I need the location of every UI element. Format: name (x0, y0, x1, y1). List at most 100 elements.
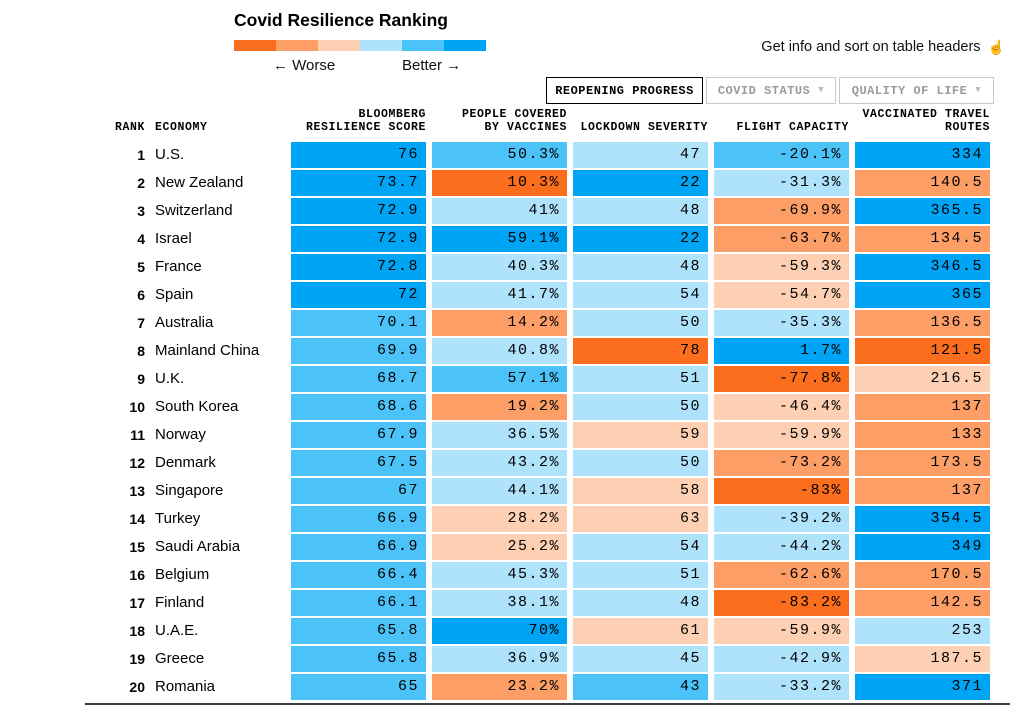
rank-cell: 17 (129, 595, 145, 611)
flight-cell: 1.7% (714, 338, 849, 364)
vaccines-cell: 43.2% (432, 450, 567, 476)
vaccines-cell: 40.3% (432, 254, 567, 280)
vaccines-cell: 25.2% (432, 534, 567, 560)
vaccines-cell: 23.2% (432, 674, 567, 700)
economy-cell: Israel (155, 230, 192, 247)
legend-gradient-bar (234, 40, 486, 51)
economy-cell: Spain (155, 286, 194, 303)
lockdown-cell: 48 (573, 254, 708, 280)
rank-cell: 14 (129, 511, 145, 527)
score-cell: 65.8 (291, 646, 426, 672)
routes-cell: 136.5 (855, 310, 990, 336)
routes-cell: 133 (855, 422, 990, 448)
vaccines-cell: 50.3% (432, 142, 567, 168)
vaccines-cell: 36.5% (432, 422, 567, 448)
lockdown-cell: 59 (573, 422, 708, 448)
economy-cell: Saudi Arabia (155, 538, 241, 555)
header-vaccinated-travel-routes[interactable]: VACCINATED TRAVEL ROUTES (862, 108, 990, 134)
economy-cell: South Korea (155, 398, 239, 415)
header-lockdown-severity[interactable]: LOCKDOWN SEVERITY (580, 121, 708, 134)
rank-cell: 3 (137, 203, 145, 219)
tab-reopening-progress[interactable]: REOPENING PROGRESS (546, 77, 703, 104)
legend-color-segment (444, 40, 486, 51)
routes-cell: 134.5 (855, 226, 990, 252)
header-flight-capacity[interactable]: FLIGHT CAPACITY (736, 121, 849, 134)
table-header-row: RANK ECONOMY BLOOMBERG RESILIENCE SCORE … (100, 108, 990, 134)
score-cell: 66.9 (291, 534, 426, 560)
routes-cell: 142.5 (855, 590, 990, 616)
economy-cell: Australia (155, 314, 214, 331)
rank-cell: 20 (129, 679, 145, 695)
rank-cell: 15 (129, 539, 145, 555)
routes-cell: 137 (855, 478, 990, 504)
page-title: Covid Resilience Ranking (234, 10, 448, 30)
score-cell: 67.9 (291, 422, 426, 448)
lockdown-cell: 22 (573, 170, 708, 196)
flight-cell: -59.3% (714, 254, 849, 280)
score-cell: 72.8 (291, 254, 426, 280)
rank-cell: 5 (137, 259, 145, 275)
economy-cell: U.S. (155, 146, 185, 163)
flight-cell: -62.6% (714, 562, 849, 588)
flight-cell: -44.2% (714, 534, 849, 560)
score-cell: 66.9 (291, 506, 426, 532)
economy-cell: Denmark (155, 454, 216, 471)
table-row: 4 Israel 72.9 59.1% 22 -63.7% 134.5 (100, 226, 990, 252)
economy-cell: France (155, 258, 202, 275)
table-row: 2 New Zealand 73.7 10.3% 22 -31.3% 140.5 (100, 170, 990, 196)
tab-bar: REOPENING PROGRESS COVID STATUS ▼ QUALIT… (546, 77, 994, 104)
vaccines-cell: 14.2% (432, 310, 567, 336)
routes-cell: 173.5 (855, 450, 990, 476)
score-cell: 66.4 (291, 562, 426, 588)
header-people-covered-by-vaccines[interactable]: PEOPLE COVERED BY VACCINES (461, 108, 567, 134)
table-body: 1 U.S. 76 50.3% 47 -20.1% 334 2 New Zealand 73.7 1… (100, 142, 990, 700)
routes-cell: 187.5 (855, 646, 990, 672)
header-resilience-score[interactable]: BLOOMBERG RESILIENCE SCORE (305, 108, 426, 134)
rank-cell: 8 (137, 343, 145, 359)
score-cell: 72.9 (291, 198, 426, 224)
chevron-down-icon: ▼ (975, 85, 982, 95)
table-row: 12 Denmark 67.5 43.2% 50 -73.2% 173.5 (100, 450, 990, 476)
header-economy[interactable]: ECONOMY (155, 121, 208, 134)
lockdown-cell: 50 (573, 450, 708, 476)
vaccines-cell: 38.1% (432, 590, 567, 616)
lockdown-cell: 50 (573, 310, 708, 336)
flight-cell: -31.3% (714, 170, 849, 196)
rank-cell: 6 (137, 287, 145, 303)
sort-hint: Get info and sort on table headers ☝ (761, 39, 1005, 55)
routes-cell: 137 (855, 394, 990, 420)
rank-cell: 19 (129, 651, 145, 667)
rank-cell: 1 (137, 147, 145, 163)
table-row: 8 Mainland China 69.9 40.8% 78 1.7% 121.5 (100, 338, 990, 364)
routes-cell: 334 (855, 142, 990, 168)
table-bottom-border (85, 703, 1010, 705)
economy-cell: Turkey (155, 510, 201, 527)
table-row: 16 Belgium 66.4 45.3% 51 -62.6% 170.5 (100, 562, 990, 588)
tab-quality-of-life[interactable]: QUALITY OF LIFE ▼ (839, 77, 994, 104)
flight-cell: -59.9% (714, 422, 849, 448)
rank-cell: 11 (130, 427, 145, 443)
table-row: 10 South Korea 68.6 19.2% 50 -46.4% 137 (100, 394, 990, 420)
rank-cell: 7 (137, 315, 145, 331)
economy-cell: Norway (155, 426, 206, 443)
sort-hint-text: Get info and sort on table headers (761, 39, 981, 55)
flight-cell: -63.7% (714, 226, 849, 252)
legend-color-segment (276, 40, 318, 51)
vaccines-cell: 10.3% (432, 170, 567, 196)
lockdown-cell: 61 (573, 618, 708, 644)
score-cell: 70.1 (291, 310, 426, 336)
routes-cell: 253 (855, 618, 990, 644)
legend-better-label: Better → (402, 57, 462, 74)
pointing-hand-icon: ☝ (987, 39, 1005, 55)
score-cell: 68.7 (291, 366, 426, 392)
lockdown-cell: 50 (573, 394, 708, 420)
tab-covid-status[interactable]: COVID STATUS ▼ (706, 77, 836, 104)
economy-cell: Romania (155, 678, 216, 695)
rank-cell: 2 (137, 175, 145, 191)
score-cell: 65.8 (291, 618, 426, 644)
header-rank[interactable]: RANK (114, 121, 145, 134)
lockdown-cell: 63 (573, 506, 708, 532)
routes-cell: 170.5 (855, 562, 990, 588)
vaccines-cell: 19.2% (432, 394, 567, 420)
economy-cell: Mainland China (155, 342, 260, 359)
